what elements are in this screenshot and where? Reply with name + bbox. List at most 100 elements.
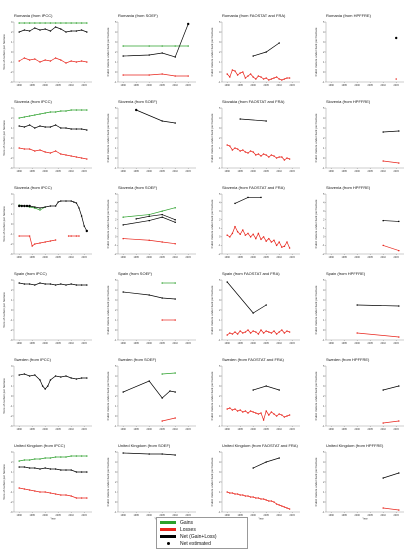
losses-point bbox=[231, 149, 234, 151]
losses-point bbox=[242, 229, 244, 231]
gains-point bbox=[23, 22, 26, 24]
losses-point bbox=[247, 329, 249, 331]
net-point bbox=[75, 471, 78, 473]
y-tick-label: 0 bbox=[323, 157, 325, 160]
losses-point bbox=[283, 506, 286, 508]
net-line bbox=[19, 373, 87, 390]
y-tick-label: 2 bbox=[323, 219, 325, 222]
x-tick-label: 1990 bbox=[121, 514, 127, 517]
gains-point bbox=[39, 22, 41, 24]
estimated-point bbox=[135, 108, 138, 112]
y-axis-label: Cubic meters under bark per hectare bbox=[106, 113, 110, 162]
losses-point bbox=[278, 331, 280, 333]
net-point bbox=[174, 298, 176, 300]
losses-point bbox=[231, 333, 234, 335]
losses-point bbox=[252, 330, 254, 332]
y-tick-label: 2 bbox=[115, 137, 117, 140]
x-tick-label: 2005 bbox=[160, 170, 166, 173]
net-point bbox=[23, 126, 26, 128]
x-tick-label: 2015 bbox=[290, 428, 296, 431]
gains-point bbox=[174, 206, 176, 209]
y-tick-label: -1 bbox=[114, 167, 117, 170]
net-point bbox=[80, 471, 83, 473]
legend-label-losses: Losses bbox=[180, 526, 196, 533]
losses-point bbox=[270, 154, 273, 156]
net-point bbox=[73, 201, 75, 203]
y-tick-label: 1 bbox=[323, 405, 325, 408]
panel-5: Slovenia (from SOEF) Cubic meters under b… bbox=[106, 99, 196, 173]
losses-line bbox=[19, 487, 87, 499]
net-point bbox=[23, 466, 26, 468]
gains-point bbox=[54, 22, 57, 24]
losses-point bbox=[236, 333, 239, 335]
y-axis-label: Cubic meters under bark per hectare bbox=[314, 199, 318, 248]
losses-point bbox=[262, 332, 265, 334]
y-axis-label: Cubic meters under bark per hectare bbox=[210, 457, 214, 506]
y-tick-label: -1 bbox=[218, 167, 221, 170]
losses-point bbox=[28, 235, 31, 237]
y-tick-label: 2 bbox=[11, 117, 13, 120]
x-tick-label: 2000 bbox=[147, 514, 153, 517]
panel-title: Spain (from SOEF) bbox=[118, 271, 153, 276]
gains-point bbox=[86, 455, 88, 457]
net-point bbox=[70, 283, 72, 285]
losses-point bbox=[75, 497, 78, 499]
gains-point bbox=[75, 455, 78, 457]
y-tick-label: 4 bbox=[219, 289, 221, 292]
losses-point bbox=[31, 245, 33, 247]
y-tick-label: 4 bbox=[219, 461, 221, 464]
y-tick-label: 3 bbox=[219, 471, 221, 474]
x-tick-label: 2015 bbox=[394, 170, 400, 173]
x-tick-label: 2015 bbox=[82, 342, 88, 345]
x-tick-label: 2000 bbox=[355, 256, 361, 259]
y-tick-label: 0 bbox=[219, 157, 221, 160]
x-tick-label: 1990 bbox=[17, 342, 23, 345]
losses-point bbox=[270, 500, 273, 502]
net-point bbox=[122, 224, 124, 226]
net-point bbox=[60, 283, 62, 285]
y-tick-label: 1 bbox=[11, 471, 13, 474]
panel-17: Sweden (from SOEF) Cubic meters under bar… bbox=[106, 357, 196, 431]
losses-point bbox=[18, 487, 20, 489]
gains-point bbox=[70, 22, 72, 24]
net-point bbox=[28, 30, 31, 32]
losses-point bbox=[239, 150, 241, 152]
losses-point bbox=[286, 330, 288, 332]
losses-point bbox=[281, 505, 283, 507]
net-point bbox=[226, 281, 228, 283]
y-axis-label: Cubic meters under bark per hectare bbox=[106, 199, 110, 248]
net-line bbox=[383, 220, 399, 222]
net-point bbox=[75, 202, 78, 204]
net-point bbox=[161, 216, 163, 218]
x-tick-label: 2010 bbox=[381, 428, 387, 431]
y-tick-label: -1 bbox=[10, 233, 13, 236]
losses-point bbox=[187, 75, 189, 77]
losses-point bbox=[247, 75, 249, 77]
losses-line bbox=[123, 238, 176, 245]
gains-line bbox=[162, 372, 176, 375]
losses-point bbox=[174, 75, 176, 77]
x-tick-label: 2005 bbox=[56, 514, 62, 517]
y-tick-label: 0 bbox=[11, 51, 13, 54]
losses-point bbox=[239, 72, 241, 74]
y-tick-label: -1 bbox=[114, 244, 117, 247]
losses-point bbox=[288, 158, 291, 160]
net-point bbox=[174, 221, 176, 224]
x-tick-label: 2010 bbox=[277, 256, 283, 259]
x-tick-label: 2015 bbox=[82, 428, 88, 431]
losses-point bbox=[262, 498, 265, 500]
gains-point bbox=[34, 22, 36, 24]
losses-point bbox=[244, 331, 247, 333]
x-tick-label: 2015 bbox=[82, 514, 88, 517]
y-tick-label: 1 bbox=[11, 299, 13, 302]
losses-point bbox=[54, 493, 57, 495]
losses-point bbox=[268, 237, 270, 240]
net-point bbox=[122, 291, 124, 293]
x-tick-label: 2015 bbox=[290, 170, 296, 173]
losses-point bbox=[273, 413, 275, 415]
losses-point bbox=[268, 500, 270, 502]
gains-point bbox=[44, 22, 46, 24]
net-point bbox=[252, 312, 254, 314]
gains-line bbox=[19, 455, 87, 462]
y-axis-label: Cubic meters under bark per hectare bbox=[210, 113, 214, 162]
